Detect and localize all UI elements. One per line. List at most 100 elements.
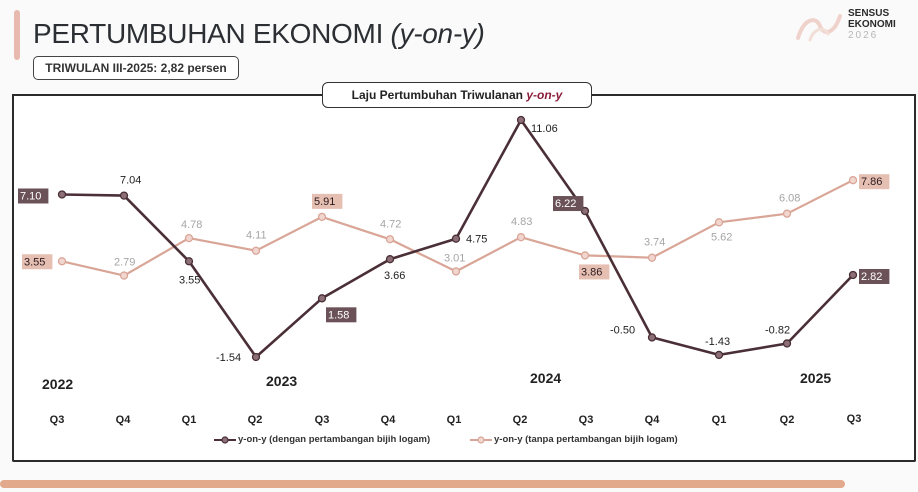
data-label: 3.66 [384, 270, 405, 282]
chart-frame [12, 94, 916, 462]
data-point-marker [57, 257, 67, 266]
x-tick: Q2 [247, 414, 263, 426]
svg-text:4.78: 4.78 [181, 219, 202, 231]
data-label: 4.72 [380, 218, 401, 230]
data-point-marker [451, 234, 461, 243]
svg-text:6.22: 6.22 [555, 198, 576, 210]
data-point-marker [251, 352, 261, 362]
data-point-marker [317, 212, 327, 222]
data-point-marker [451, 267, 461, 276]
data-label: 3.55 [22, 254, 53, 270]
year-label-2025: 2025 [800, 370, 832, 386]
svg-text:1.58: 1.58 [328, 309, 349, 321]
svg-text:6.08: 6.08 [779, 193, 800, 205]
year-label-2024: 2024 [530, 370, 562, 386]
svg-text:-1.43: -1.43 [705, 336, 730, 348]
title-accent-bar [14, 10, 20, 60]
x-tick: Q2 [512, 414, 528, 426]
x-tick: Q1 [181, 414, 197, 426]
data-point-marker [516, 115, 526, 125]
svg-text:7.86: 7.86 [861, 176, 882, 188]
frame-top-left [12, 94, 322, 96]
data-label: -0.50 [610, 324, 635, 336]
logo-line3: 2026 [848, 30, 879, 41]
svg-text:3.86: 3.86 [581, 266, 602, 278]
svg-text:2.79: 2.79 [114, 257, 135, 269]
data-label: 3.74 [644, 237, 665, 249]
svg-text:4.83: 4.83 [511, 216, 532, 228]
data-point-marker [848, 270, 858, 280]
svg-text:4.11: 4.11 [246, 230, 267, 242]
data-point-marker [385, 255, 395, 264]
data-label: 4.11 [246, 230, 267, 242]
year-label-2023: 2023 [266, 373, 298, 389]
data-label: -0.82 [765, 324, 790, 336]
svg-text:-1.54: -1.54 [216, 352, 241, 364]
data-label: 7.86 [859, 174, 890, 190]
x-tick: Q3 [314, 414, 330, 426]
legend-label-without-mining: y-on-y (tanpa pertambangan bijih logam) [494, 434, 678, 445]
data-label: 11.06 [531, 123, 558, 135]
legend-label-with-mining: y-on-y (dengan pertambangan bijih logam) [238, 434, 431, 445]
data-label: 6.22 [553, 196, 584, 212]
data-point-marker [714, 218, 724, 227]
data-point-marker [848, 176, 858, 185]
svg-text:3.55: 3.55 [24, 256, 45, 268]
x-tick: Q3 [49, 414, 65, 426]
svg-text:7.04: 7.04 [120, 175, 141, 187]
svg-text:3.01: 3.01 [444, 252, 465, 264]
data-label: 4.78 [181, 219, 202, 231]
x-tick: Q4 [115, 414, 131, 426]
x-tick: Q2 [779, 414, 795, 426]
data-label: 5.91 [312, 193, 343, 209]
svg-text:7.10: 7.10 [20, 190, 41, 202]
data-label: 4.83 [511, 216, 532, 228]
x-tick: Q4 [380, 414, 396, 426]
svg-text:11.06: 11.06 [531, 123, 558, 135]
x-tick: Q4 [644, 414, 660, 426]
svg-text:2.82: 2.82 [861, 271, 882, 283]
logo-line2: EKONOMI [848, 19, 896, 30]
data-point-marker [782, 209, 792, 218]
data-point-marker [119, 191, 129, 200]
data-point-marker [385, 235, 395, 244]
data-label: 3.01 [444, 252, 465, 264]
data-label: 1.58 [326, 307, 357, 323]
footer-accent-bar [0, 480, 845, 488]
data-point-marker [580, 251, 590, 260]
headline-badge: TRIWULAN III-2025: 2,82 persen [33, 56, 239, 80]
x-tick: Q3 [578, 414, 594, 426]
svg-text:5.91: 5.91 [314, 196, 335, 208]
logo-line1: SENSUS [848, 8, 890, 19]
data-label: 7.04 [120, 175, 141, 187]
data-label: 2.82 [859, 268, 890, 284]
data-point-marker [184, 233, 194, 243]
data-label: -1.43 [705, 336, 730, 348]
data-point-marker [184, 257, 194, 266]
svg-text:3.66: 3.66 [384, 270, 405, 282]
chart-title-main: Laju Pertumbuhan Triwulanan [351, 88, 527, 102]
legend-item-without-mining: y-on-y (tanpa pertambangan bijih logam) [470, 434, 678, 445]
chart-title-italic: y-on-y [526, 88, 563, 102]
chart-title: Laju Pertumbuhan Triwulanan y-on-y [322, 82, 592, 108]
data-label: -1.54 [216, 352, 241, 364]
legend-item-with-mining: y-on-y (dengan pertambangan bijih logam) [214, 434, 430, 445]
data-label: 4.75 [466, 234, 487, 246]
data-label: 5.62 [711, 231, 732, 243]
sensus-ekonomi-logo-icon [796, 14, 842, 42]
svg-text:3.74: 3.74 [644, 237, 665, 249]
legend-marker-light-icon [470, 435, 492, 444]
data-label: 6.08 [779, 193, 800, 205]
svg-text:4.75: 4.75 [466, 234, 487, 246]
data-point-marker [317, 294, 327, 303]
data-point-marker [57, 190, 67, 199]
page-title-main: PERTUMBUHAN EKONOMI [33, 18, 391, 49]
data-point-marker [647, 253, 657, 262]
data-label: 3.86 [579, 264, 610, 280]
svg-text:5.62: 5.62 [711, 231, 732, 243]
data-point-marker [119, 271, 129, 280]
data-point-marker [714, 350, 724, 360]
data-label: 3.55 [179, 274, 200, 286]
legend-marker-dark-icon [214, 435, 236, 444]
